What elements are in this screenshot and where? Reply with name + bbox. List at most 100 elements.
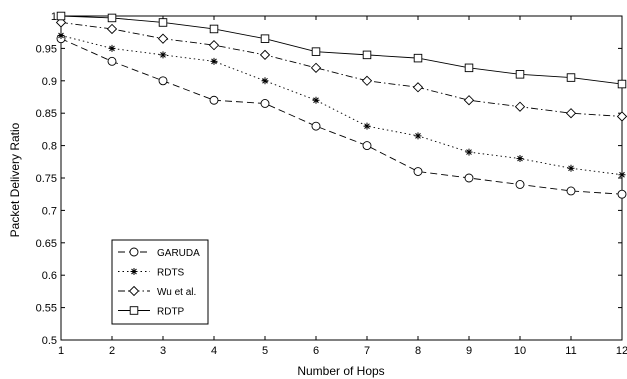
asterisk-stroke xyxy=(262,77,268,84)
data-point xyxy=(158,76,168,86)
data-point xyxy=(361,75,373,86)
asterisk-stroke xyxy=(568,165,574,172)
legend-marker xyxy=(130,268,138,275)
data-point xyxy=(413,167,423,176)
data-point xyxy=(413,53,423,63)
asterisk-stroke xyxy=(109,45,115,52)
y-tick-label: 0.6 xyxy=(42,270,57,282)
y-tick-label: 0.55 xyxy=(36,303,57,315)
data-point xyxy=(260,99,270,108)
x-tick-label: 12 xyxy=(616,345,627,357)
x-tick-label: 11 xyxy=(565,345,576,357)
asterisk-stroke xyxy=(131,268,137,275)
x-tick-label: 9 xyxy=(466,345,472,357)
data-point xyxy=(310,62,322,73)
x-tick-label: 10 xyxy=(514,345,526,357)
asterisk-stroke xyxy=(58,32,64,39)
x-tick-label: 5 xyxy=(262,345,268,357)
data-point xyxy=(209,95,219,105)
x-tick-label: 3 xyxy=(160,345,166,357)
axis-ticks: 1 2 3 4 5 6 7 8 9 10 11 120.50.550.60.650.70.750.80… xyxy=(36,11,627,357)
data-point xyxy=(565,108,577,119)
data-point xyxy=(464,173,474,183)
legend-entry: GARUDA xyxy=(118,247,200,259)
data-point xyxy=(566,186,576,196)
data-point xyxy=(363,122,371,130)
x-tick-label: 7 xyxy=(364,345,370,357)
data-point xyxy=(261,77,269,85)
data-point xyxy=(567,164,575,172)
data-point xyxy=(107,56,117,66)
y-tick-label: 0.65 xyxy=(36,238,57,250)
series-line xyxy=(60,15,623,85)
legend-marker xyxy=(128,285,140,297)
y-axis-label: Packet Delivery Ratio xyxy=(8,122,22,237)
data-point xyxy=(617,79,627,89)
asterisk-stroke xyxy=(466,149,472,155)
data-point xyxy=(157,33,169,44)
legend-label: RDTP xyxy=(157,307,185,318)
legend-marker xyxy=(129,247,139,257)
data-point xyxy=(57,31,65,39)
y-tick-label: 0.7 xyxy=(42,205,57,217)
asterisk-stroke xyxy=(415,133,421,139)
data-point xyxy=(465,148,473,156)
data-point xyxy=(210,57,218,65)
legend-label: RDTS xyxy=(157,268,185,279)
data-point xyxy=(463,95,475,106)
data-point xyxy=(311,121,321,131)
data-point xyxy=(515,70,525,79)
asterisk-stroke xyxy=(313,97,319,104)
y-tick-label: 0.75 xyxy=(36,173,57,185)
x-tick-label: 8 xyxy=(415,345,421,357)
data-point xyxy=(566,73,576,82)
series-line xyxy=(60,22,623,117)
series-wu-et-al xyxy=(55,17,627,122)
series-rdts xyxy=(57,31,626,179)
data-point xyxy=(106,23,118,35)
data-point xyxy=(514,101,526,112)
legend-entry: RDTP xyxy=(118,306,185,318)
x-tick-label: 6 xyxy=(313,345,319,357)
data-point xyxy=(158,18,168,27)
series-garuda xyxy=(56,34,627,199)
data-point xyxy=(56,11,66,21)
asterisk-stroke xyxy=(364,123,370,129)
legend-label: GARUDA xyxy=(157,248,200,259)
legend-label: Wu et al. xyxy=(157,287,196,298)
data-point xyxy=(362,141,372,151)
asterisk-stroke xyxy=(619,171,625,178)
y-tick-label: 0.95 xyxy=(36,43,57,55)
legend-box xyxy=(111,239,209,325)
data-point xyxy=(618,171,626,179)
x-tick-label: 1 xyxy=(58,345,64,357)
data-point xyxy=(616,111,627,122)
asterisk-stroke xyxy=(517,155,523,162)
series-group xyxy=(55,11,627,199)
y-tick-label: 0.85 xyxy=(36,108,57,120)
data-point xyxy=(107,13,117,23)
y-tick-label: 0.8 xyxy=(42,141,57,153)
data-point xyxy=(108,44,116,52)
data-point xyxy=(208,40,220,51)
data-point xyxy=(209,24,219,34)
data-point xyxy=(159,51,167,59)
x-tick-label: 4 xyxy=(211,345,217,357)
asterisk-stroke xyxy=(211,58,217,65)
data-point xyxy=(617,189,627,199)
data-point xyxy=(259,49,271,61)
data-point xyxy=(516,155,524,163)
data-point xyxy=(414,132,422,140)
data-point xyxy=(362,50,372,60)
legend: GARUDA RDTS Wu et al. RDTP xyxy=(111,239,209,325)
x-axis-label: Number of Hops xyxy=(297,364,384,378)
y-tick-label: 0.9 xyxy=(42,76,57,88)
x-tick-label: 2 xyxy=(109,345,115,357)
series-line xyxy=(60,38,623,195)
data-point xyxy=(311,47,321,56)
legend-entry: RDTS xyxy=(118,268,185,279)
y-tick-label: 1 xyxy=(51,11,57,23)
